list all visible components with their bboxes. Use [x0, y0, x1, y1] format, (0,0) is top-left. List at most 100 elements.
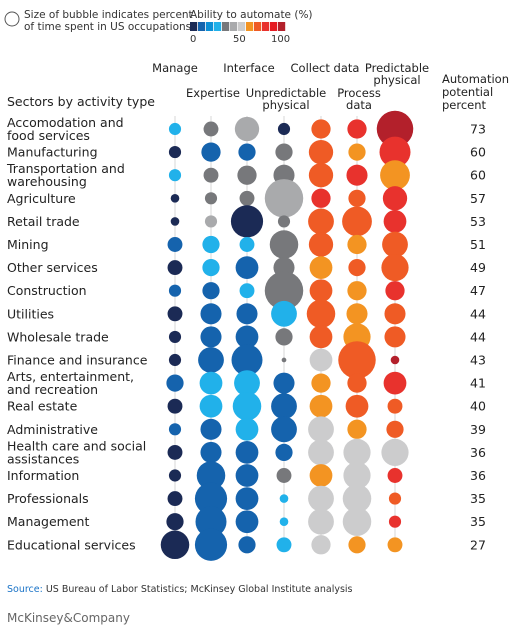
- bubble: [200, 326, 222, 348]
- bubble: [379, 136, 411, 168]
- sector-label: Utilities: [7, 306, 54, 321]
- sector-row: Administrative 39: [7, 416, 486, 443]
- automation-potential-value: 36: [470, 468, 486, 483]
- bubble: [348, 536, 366, 554]
- bubble: [160, 530, 190, 560]
- bubble: [236, 303, 258, 325]
- bubble: [279, 517, 289, 526]
- bubble: [204, 192, 218, 205]
- column-header-collect-data: Collect data: [291, 61, 360, 75]
- bubble: [343, 438, 371, 466]
- bubble: [271, 393, 297, 420]
- color-swatch: [190, 22, 198, 31]
- sector-label: Retail trade: [7, 214, 80, 229]
- bubble: [202, 259, 220, 277]
- bubble: [308, 208, 334, 235]
- bubble: [194, 482, 228, 515]
- bubble: [311, 373, 331, 393]
- bubble: [277, 215, 291, 228]
- sector-row: Accomodation and food services 73: [7, 110, 486, 148]
- bubble: [276, 468, 292, 483]
- bubble: [308, 485, 334, 512]
- bubble: [237, 165, 257, 185]
- source-note: Source: US Bureau of Labor Statistics; Mc…: [7, 584, 353, 595]
- bubble: [376, 110, 414, 148]
- bubble: [308, 163, 334, 188]
- automation-potential-value: 60: [470, 145, 486, 160]
- bubble: [168, 423, 182, 436]
- color-swatch: [230, 22, 238, 31]
- sector-row: Other services 49: [7, 254, 486, 282]
- automation-potential-value: 53: [470, 214, 486, 229]
- color-legend-title: Ability to automate (%): [190, 9, 313, 21]
- bubble: [231, 344, 263, 376]
- sector-label: Professionals: [7, 491, 89, 506]
- bubble: [167, 306, 183, 322]
- sector-label: Construction: [7, 283, 87, 298]
- sector-label: Educational services: [7, 537, 136, 552]
- color-legend-swatches: [190, 22, 286, 31]
- bubble: [196, 461, 226, 490]
- brand-logo: McKinsey&Company: [7, 611, 130, 625]
- sector-row: Finance and insurance 43: [7, 341, 486, 379]
- bubble: [204, 215, 218, 228]
- bubble: [308, 139, 334, 165]
- bubble: [387, 398, 403, 414]
- bubble: [200, 441, 222, 463]
- sector-label: Mining: [7, 237, 49, 252]
- bubble: [167, 491, 183, 507]
- bubble: [381, 438, 409, 466]
- automation-potential-value: 73: [470, 122, 486, 137]
- bubble: [271, 416, 297, 443]
- sector-row: Information 36: [7, 461, 486, 490]
- bubble: [168, 122, 182, 136]
- bubble: [388, 515, 402, 528]
- color-swatch: [262, 22, 270, 31]
- column-header-interface: Interface: [223, 61, 275, 75]
- bubble: [203, 167, 219, 183]
- bubble: [202, 282, 220, 300]
- automation-potential-value: 27: [470, 537, 486, 552]
- bubble: [234, 116, 260, 142]
- bubble: [168, 146, 182, 159]
- bubble: [342, 507, 372, 536]
- bubble: [347, 234, 367, 255]
- bubble: [167, 260, 183, 276]
- bubble: [384, 303, 406, 325]
- bubble: [388, 492, 402, 505]
- color-legend-tick-50: 50: [233, 34, 246, 45]
- color-swatch: [214, 22, 222, 31]
- column-header-process-data: Process data: [337, 86, 381, 112]
- bubble: [167, 398, 183, 414]
- bubble: [167, 444, 183, 460]
- bubble: [345, 394, 369, 418]
- sector-label: Finance and insurance: [7, 353, 148, 368]
- automation-potential-header: Automation potential percent: [442, 72, 509, 112]
- bubble: [194, 528, 228, 561]
- bubble: [308, 416, 334, 443]
- automation-potential-value: 35: [470, 491, 486, 506]
- automation-potential-value: 49: [470, 260, 486, 275]
- bubble: [198, 347, 224, 373]
- row-header: Sectors by activity type: [7, 94, 155, 109]
- sector-row: Agriculture 57: [7, 179, 486, 218]
- bubble: [235, 417, 259, 441]
- color-swatch: [254, 22, 262, 31]
- bubble: [273, 372, 295, 394]
- bubble: [168, 469, 182, 482]
- bubble: [232, 391, 262, 421]
- bubble: [346, 164, 368, 186]
- bubble: [279, 494, 289, 503]
- size-legend-line1: Size of bubble indicates percent: [24, 9, 193, 21]
- bubble: [382, 186, 408, 211]
- sector-label: Management: [7, 514, 89, 529]
- bubble: [166, 374, 184, 392]
- automation-potential-value: 41: [470, 376, 486, 391]
- color-legend-tick-100: 100: [271, 34, 290, 45]
- bubble: [390, 355, 400, 365]
- color-swatch: [198, 22, 206, 31]
- sector-row: Real estate 40: [7, 391, 486, 421]
- bubble: [166, 513, 184, 531]
- bubble: [387, 537, 403, 553]
